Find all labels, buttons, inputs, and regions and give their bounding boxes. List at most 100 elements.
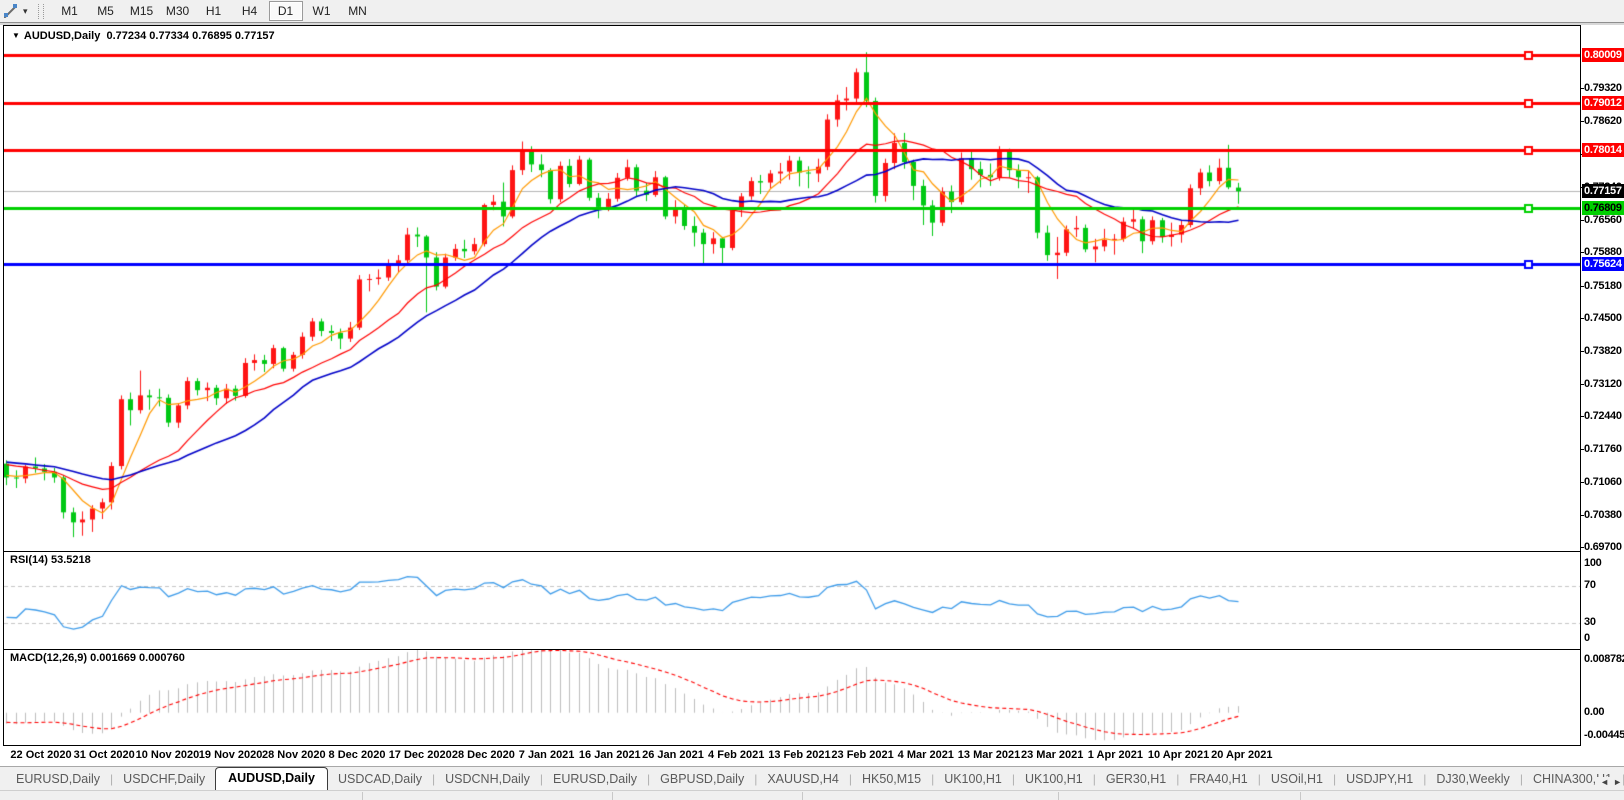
price-tick-label: 0.73120 [1584, 377, 1622, 390]
rsi-canvas[interactable] [4, 552, 1580, 649]
tab-gbpusd-daily[interactable]: GBPUSD,Daily [660, 772, 745, 786]
tab-usdcnh-daily[interactable]: USDCNH,Daily [445, 772, 530, 786]
price-tick-label: 0.70380 [1584, 508, 1622, 521]
timeframe-button-group: M1 M5 M15 M30 H1 H4 D1 W1 MN [52, 1, 376, 21]
tab-usdchf-daily[interactable]: USDCHF,Daily [123, 772, 206, 786]
tab-separator: | [1332, 772, 1337, 786]
chart-title: ▼ AUDUSD,Daily 0.77234 0.77334 0.76895 0.… [12, 30, 275, 42]
price-tick-label: 0.75880 [1584, 246, 1622, 259]
date-label: 10 Nov 2020 [135, 749, 200, 761]
date-label: 4 Feb 2021 [708, 749, 765, 761]
tab-separator: | [1092, 772, 1096, 786]
tab-uk100-h1[interactable]: UK100,H1 [1025, 772, 1083, 786]
price-tick-mark [1581, 384, 1584, 385]
timeframe-button-m30[interactable]: M30 [165, 4, 190, 18]
price-tick-mark [1581, 449, 1584, 450]
top-toolbar: ▾ M1 M5 M15 M30 H1 H4 D1 W1 MN [0, 0, 1624, 23]
price-tick-mark [1581, 318, 1584, 319]
hline-price-label: 0.80009 [1582, 48, 1624, 63]
date-label: 13 Feb 2021 [768, 749, 831, 761]
price-tick-label: 0.73820 [1584, 344, 1622, 357]
price-axis[interactable]: 0.793200.786200.779400.772400.765600.758… [1581, 25, 1624, 746]
status-bar-divider [1300, 792, 1301, 800]
current-price-label: 0.77157 [1582, 184, 1624, 199]
price-tick-label: 0.71060 [1584, 476, 1622, 489]
date-label: 31 Oct 2020 [73, 749, 135, 761]
status-bar-divider [1058, 792, 1059, 800]
hline-price-label: 0.75624 [1582, 257, 1624, 272]
date-label: 26 Jan 2021 [642, 749, 704, 761]
tab-separator: | [1176, 772, 1180, 786]
chart-symbol-label: AUDUSD,Daily [23, 30, 101, 42]
price-tick-mark [1581, 286, 1584, 287]
timeframe-button-m1[interactable]: M1 [61, 4, 78, 18]
tab-separator: | [1423, 772, 1427, 786]
price-tick-mark [1581, 252, 1584, 253]
tab-scroll-arrows: ◄ ► [1596, 777, 1622, 787]
tab-usoil-h1[interactable]: USOil,H1 [1270, 772, 1323, 786]
price-tick-mark [1581, 220, 1584, 221]
tab-separator: | [1519, 772, 1523, 786]
macd-canvas[interactable] [4, 650, 1580, 745]
status-bar-divider [802, 792, 803, 800]
tab-list: EURUSD,Daily | USDCHF,Daily AUDUSD,Daily USD… [6, 767, 1624, 790]
date-label: 23 Feb 2021 [831, 749, 894, 761]
tab-usdjpy-h1[interactable]: USDJPY,H1 [1346, 772, 1414, 786]
status-bar-divider [612, 792, 613, 800]
timeframe-button-w1[interactable]: W1 [312, 4, 331, 18]
price-tick-mark [1581, 515, 1584, 516]
tab-ger30-h1[interactable]: GER30,H1 [1105, 772, 1167, 786]
price-tick-label: 0.76560 [1584, 213, 1622, 226]
tab-hk50-m15[interactable]: HK50,M15 [862, 772, 922, 786]
date-label: 28 Nov 2020 [261, 749, 326, 761]
tab-scroll-right-icon[interactable]: ► [1613, 777, 1622, 787]
date-label: 23 Mar 2021 [1020, 749, 1084, 761]
date-label: 19 Nov 2020 [198, 749, 263, 761]
chart-title-dropdown-icon[interactable]: ▼ [12, 31, 20, 40]
date-label: 22 Oct 2020 [10, 749, 72, 761]
date-label: 4 Mar 2021 [897, 749, 954, 761]
tab-separator: | [432, 772, 436, 786]
price-tick-label: 0.72440 [1584, 410, 1622, 423]
tab-uk100-h1[interactable]: UK100,H1 [944, 772, 1002, 786]
tab-eurusd-daily[interactable]: EURUSD,Daily [16, 772, 101, 786]
price-tick-label: 0.79320 [1584, 82, 1622, 95]
date-label: 17 Dec 2020 [388, 749, 452, 761]
price-tick-mark [1581, 416, 1584, 417]
date-label: 20 Apr 2021 [1211, 749, 1273, 761]
tab-dj30-weekly[interactable]: DJ30,Weekly [1436, 772, 1510, 786]
tab-separator: | [931, 772, 935, 786]
hline-price-label: 0.78014 [1582, 143, 1624, 158]
main-chart-canvas[interactable] [4, 26, 1580, 551]
tab-separator: | [539, 772, 543, 786]
chevron-down-icon[interactable]: ▾ [23, 5, 28, 16]
rsi-level-label: 70 [1584, 579, 1596, 591]
timeframe-button-d1[interactable]: D1 [268, 1, 303, 21]
timeframe-button-m5[interactable]: M5 [97, 4, 114, 18]
price-tick-mark [1581, 547, 1584, 548]
tab-separator: | [110, 772, 114, 786]
macd-label: MACD(12,26,9) 0.001669 0.000760 [10, 652, 185, 664]
timeframe-button-m15[interactable]: M15 [129, 4, 154, 18]
timeframe-button-h1[interactable]: H1 [205, 4, 222, 18]
date-axis[interactable]: 22 Oct 2020 31 Oct 2020 10 Nov 2020 19 Nov … [3, 746, 1581, 766]
status-bar-divider [362, 792, 363, 800]
tab-scroll-left-icon[interactable]: ◄ [1600, 777, 1610, 787]
tab-audusd-daily[interactable]: AUDUSD,Daily [215, 767, 328, 790]
price-tick-label: 0.78620 [1584, 115, 1622, 128]
rsi-level-label: 30 [1584, 616, 1596, 628]
macd-panel: MACD(12,26,9) 0.001669 0.000760 [3, 649, 1581, 746]
timeframe-button-mn[interactable]: MN [348, 4, 367, 18]
macd-zero-label: 0.00 [1584, 705, 1605, 718]
tab-china300-h1[interactable]: CHINA300,H1 [1532, 772, 1613, 786]
tab-eurusd-daily[interactable]: EURUSD,Daily [552, 772, 638, 786]
tab-fra40-h1[interactable]: FRA40,H1 [1189, 772, 1248, 786]
timeframe-button-h4[interactable]: H4 [241, 4, 258, 18]
chart-pointer-icon[interactable] [3, 4, 20, 19]
toolbar-grip-handle[interactable] [37, 3, 44, 19]
tab-xauusd-h4[interactable]: XAUUSD,H4 [767, 772, 839, 786]
main-chart-panel: ▼ AUDUSD,Daily 0.77234 0.77334 0.76895 0.… [3, 25, 1581, 552]
tab-usdcad-daily[interactable]: USDCAD,Daily [337, 772, 422, 786]
price-tick-label: 0.69700 [1584, 541, 1622, 554]
